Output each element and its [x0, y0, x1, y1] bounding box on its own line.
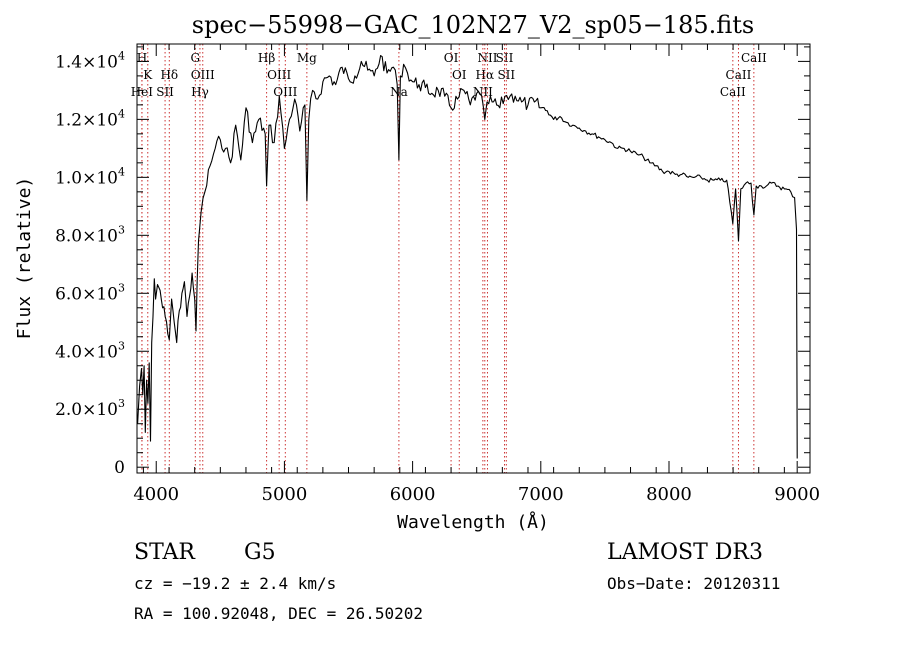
- object-subclass: G5: [244, 540, 276, 565]
- x-tick-label-1: 5000: [262, 484, 308, 505]
- y-tick-exponent-6: 4: [118, 107, 125, 120]
- y-tick-exponent-3: 3: [118, 281, 125, 294]
- y-tick-label-2: 4.0×103: [55, 339, 125, 362]
- y-tick-mantissa-3: 6.0×10: [55, 284, 118, 304]
- y-tick-label-0: 0: [114, 458, 125, 478]
- spectral-line-label-22: CaII: [720, 85, 746, 99]
- spectral-line-label-7: Hγ: [191, 85, 209, 99]
- spectral-line-label-5: G: [191, 51, 201, 65]
- y-tick-exponent-2: 3: [118, 339, 125, 352]
- x-tick-label-0: 4000: [133, 484, 179, 505]
- y-tick-mantissa-1: 2.0×10: [55, 400, 118, 420]
- spectral-line-label-4: Hδ: [160, 68, 178, 82]
- redshift-value: cz = −19.2 ± 2.4 km/s: [134, 574, 337, 593]
- spectral-line-label-14: OI: [452, 68, 467, 82]
- spectral-line-label-2: HeI: [131, 85, 154, 99]
- spectral-line-label-10: OIII: [273, 85, 297, 99]
- spectral-line-label-20: CaII: [741, 51, 767, 65]
- y-tick-label-4: 8.0×103: [55, 223, 125, 246]
- spectral-line-label-8: Hβ: [258, 51, 275, 65]
- y-tick-exponent-5: 4: [118, 165, 125, 178]
- y-tick-label-6: 1.2×104: [55, 107, 125, 130]
- spectral-line-label-6: OIII: [191, 68, 215, 82]
- y-tick-label-7: 1.4×104: [55, 49, 125, 72]
- y-tick-mantissa-0: 0: [114, 458, 125, 478]
- y-tick-label-3: 6.0×103: [55, 281, 125, 304]
- spectral-line-label-3: SII: [156, 85, 174, 99]
- y-tick-exponent-1: 3: [118, 397, 125, 410]
- observation-date: Obs−Date: 20120311: [607, 574, 781, 593]
- spectral-line-label-12: Na: [390, 85, 408, 99]
- y-tick-label-1: 2.0×103: [55, 397, 125, 420]
- y-tick-exponent-4: 3: [118, 223, 125, 236]
- y-axis-label: Flux (relative): [14, 177, 35, 340]
- y-tick-mantissa-2: 4.0×10: [55, 342, 118, 362]
- spectral-line-label-21: CaII: [726, 68, 752, 82]
- x-tick-label-2: 6000: [390, 484, 436, 505]
- x-tick-label-4: 8000: [646, 484, 692, 505]
- y-tick-mantissa-6: 1.2×10: [55, 110, 118, 130]
- plot-frame: [136, 43, 811, 474]
- y-tick-mantissa-4: 8.0×10: [55, 226, 118, 246]
- spectral-line-label-19: SII: [497, 68, 515, 82]
- spectral-line-label-1: K: [143, 68, 153, 82]
- coordinates: RA = 100.92048, DEC = 26.50202: [134, 604, 423, 623]
- x-tick-label-5: 9000: [774, 484, 820, 505]
- object-class: STAR: [134, 540, 195, 565]
- spectral-line-label-11: Mg: [297, 51, 317, 65]
- spectral-line-label-0: H: [137, 51, 147, 65]
- survey-name: LAMOST DR3: [607, 540, 763, 565]
- spectral-line-label-13: OI: [444, 51, 459, 65]
- x-tick-label-3: 7000: [518, 484, 564, 505]
- y-tick-label-5: 1.0×104: [55, 165, 125, 188]
- spectrum-series: [137, 55, 798, 459]
- x-axis-label: Wavelength (Å): [397, 511, 549, 533]
- spectral-line-label-9: OIII: [267, 68, 291, 82]
- spectral-line-label-16: Hα: [475, 68, 494, 82]
- y-tick-exponent-7: 4: [118, 49, 125, 62]
- y-tick-mantissa-5: 1.0×10: [55, 168, 118, 188]
- spectral-line-label-18: SII: [496, 51, 514, 65]
- y-tick-mantissa-7: 1.4×10: [55, 52, 118, 72]
- spectral-line-label-17: NII: [473, 85, 493, 99]
- chart-title: spec−55998−GAC_102N27_V2_sp05−185.fits: [192, 11, 754, 39]
